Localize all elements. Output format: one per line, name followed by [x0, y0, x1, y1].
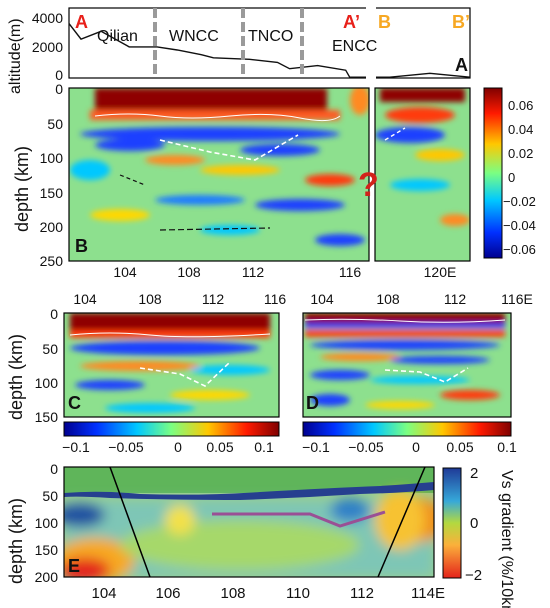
panel-d-cbar-tick: 0.05: [446, 439, 473, 455]
panel-c-cbar-tick: −0.1: [62, 439, 90, 455]
panel-b-xtick: 116: [339, 264, 362, 280]
label-tnco: TNCO: [248, 28, 293, 45]
panel-e-ylabel: depth (km): [6, 498, 26, 584]
panel-d-letter: D: [306, 393, 319, 413]
panel-d: 104 108 112 116E D −0.1: [302, 291, 533, 455]
panel-d-colorbar: [302, 421, 512, 437]
panel-e-cbar-tick: 0: [470, 515, 478, 532]
panel-b-ytick: 150: [40, 185, 64, 201]
panel-b-xtick: 108: [177, 264, 201, 280]
panel-c-cbar-tick: 0: [174, 439, 182, 455]
panel-b-ylabel: depth (km): [12, 146, 32, 232]
panel-d-xtick: 104: [310, 291, 334, 307]
panel-b-cbar-tick: −0.04: [503, 218, 536, 233]
dashed-interface-line-d: [384, 367, 469, 383]
panel-e-ytick: 100: [35, 515, 59, 531]
panel-e-colorbar-label: Vs gradient (%/10km): [498, 470, 515, 608]
panel-e-xtick: 108: [220, 585, 245, 602]
panel-d-cbar-tick: −0.1: [302, 439, 330, 455]
panel-b-cbar-tick: −0.06: [503, 242, 536, 257]
panel-c-ytick: 0: [50, 306, 58, 322]
panel-e-ytick: 0: [50, 461, 58, 477]
panel-c-ytick: 100: [35, 375, 59, 391]
panel-b-cbar-tick: 0: [508, 170, 515, 185]
panel-c-xtick: 108: [138, 291, 162, 307]
panel-b-letter: B: [75, 236, 88, 256]
panel-a-frame: [68, 7, 471, 79]
label-b-end: B’: [452, 12, 470, 32]
panel-b-cbar-tick: 0.02: [508, 146, 533, 161]
panel-a-ytick-4000: 4000: [32, 10, 63, 26]
altitude-profile-line: [68, 23, 471, 78]
panel-c-xtick: 104: [73, 291, 97, 307]
panel-e-xtick: 104: [91, 585, 116, 602]
panel-e-ytick: 50: [42, 488, 58, 504]
panel-c-ytick: 50: [42, 341, 58, 357]
panel-e-cbar-tick: −2: [465, 567, 482, 584]
dashed-interface-line-b: [159, 134, 299, 161]
label-b-start: B: [378, 12, 391, 32]
question-mark: ?: [358, 166, 379, 204]
panel-b-ytick: 50: [47, 116, 63, 132]
panel-c-cbar-tick: −0.05: [108, 439, 144, 455]
dashed-interface-line-c: [139, 361, 231, 387]
panel-b-section-2: [375, 88, 470, 261]
panel-b-cbar-tick: 0.06: [508, 98, 533, 113]
panel-b-ytick: 100: [40, 150, 64, 166]
panel-c-xtick: 116: [264, 291, 287, 307]
moho-band: [64, 482, 434, 500]
panel-c: 104 108 112 116 C 0 50 100 150 depth (km: [6, 291, 286, 455]
panel-b-cbar-tick: −0.02: [503, 194, 536, 209]
panel-c-letter: C: [68, 393, 81, 413]
panel-e-xtick: 114E: [411, 585, 445, 602]
label-qilian: Qilian: [97, 28, 138, 45]
label-a-end: A’: [343, 12, 360, 32]
panel-e: E 0 50 100 150 200 depth (km) 104 106 10…: [6, 461, 515, 608]
panel-b-xtick: 112: [242, 264, 265, 280]
panel-b-ytick: 250: [40, 253, 64, 269]
panel-c-cbar-tick: 0.1: [254, 439, 274, 455]
panel-a-ytick-0: 0: [55, 67, 63, 83]
panel-b-xtick: 120E: [424, 264, 457, 280]
panel-a: A Qilian WNCC TNCO A’ B B’ ENCC A 4000 2…: [7, 4, 471, 94]
panel-b-colorbar: [483, 87, 503, 259]
label-encc: ENCC: [332, 38, 377, 55]
panel-a-ytick-2000: 2000: [32, 39, 63, 55]
panel-d-cbar-tick: 0: [412, 439, 420, 455]
panel-b-xtick: 104: [113, 264, 137, 280]
profile-gap: [366, 4, 376, 82]
label-wncc: WNCC: [169, 28, 219, 45]
panel-c-ylabel: depth (km): [6, 334, 26, 420]
panel-e-xtick: 106: [155, 585, 180, 602]
panel-c-colorbar: [63, 421, 280, 437]
panel-b-section-1: [69, 88, 369, 261]
panel-d-xtick: 112: [444, 291, 467, 307]
panel-e-colorbar: [442, 467, 462, 579]
panel-c-ytick: 150: [35, 409, 59, 425]
panel-d-cbar-tick: −0.05: [348, 439, 384, 455]
panel-b: ? B 0 50 100 150 200 250 depth (km) 104 …: [12, 81, 536, 280]
panel-c-xtick: 112: [202, 291, 225, 307]
panel-b-cbar-tick: 0.04: [508, 122, 533, 137]
panel-e-xtick: 112: [350, 585, 374, 602]
label-a-start: A: [75, 12, 88, 32]
panel-b-ytick: 200: [40, 219, 64, 235]
panel-a-ylabel: altitude(m): [7, 18, 24, 94]
panel-b-ytick: 0: [55, 81, 63, 97]
panel-a-letter: A: [455, 55, 468, 75]
panel-d-xtick: 108: [376, 291, 400, 307]
panel-e-ytick: 200: [35, 569, 59, 585]
panel-d-cbar-tick: 0.1: [497, 439, 517, 455]
panel-c-cbar-tick: 0.05: [206, 439, 233, 455]
profile-bound-line-right: [377, 467, 426, 577]
profile-bound-line-left: [109, 467, 151, 577]
panel-e-xtick: 110: [286, 585, 310, 602]
slab-path-line: [212, 510, 386, 528]
panel-e-letter: E: [68, 556, 80, 576]
panel-d-xtick: 116E: [501, 291, 533, 307]
panel-e-ytick: 150: [35, 542, 59, 558]
panel-e-cbar-tick: 2: [470, 465, 478, 482]
